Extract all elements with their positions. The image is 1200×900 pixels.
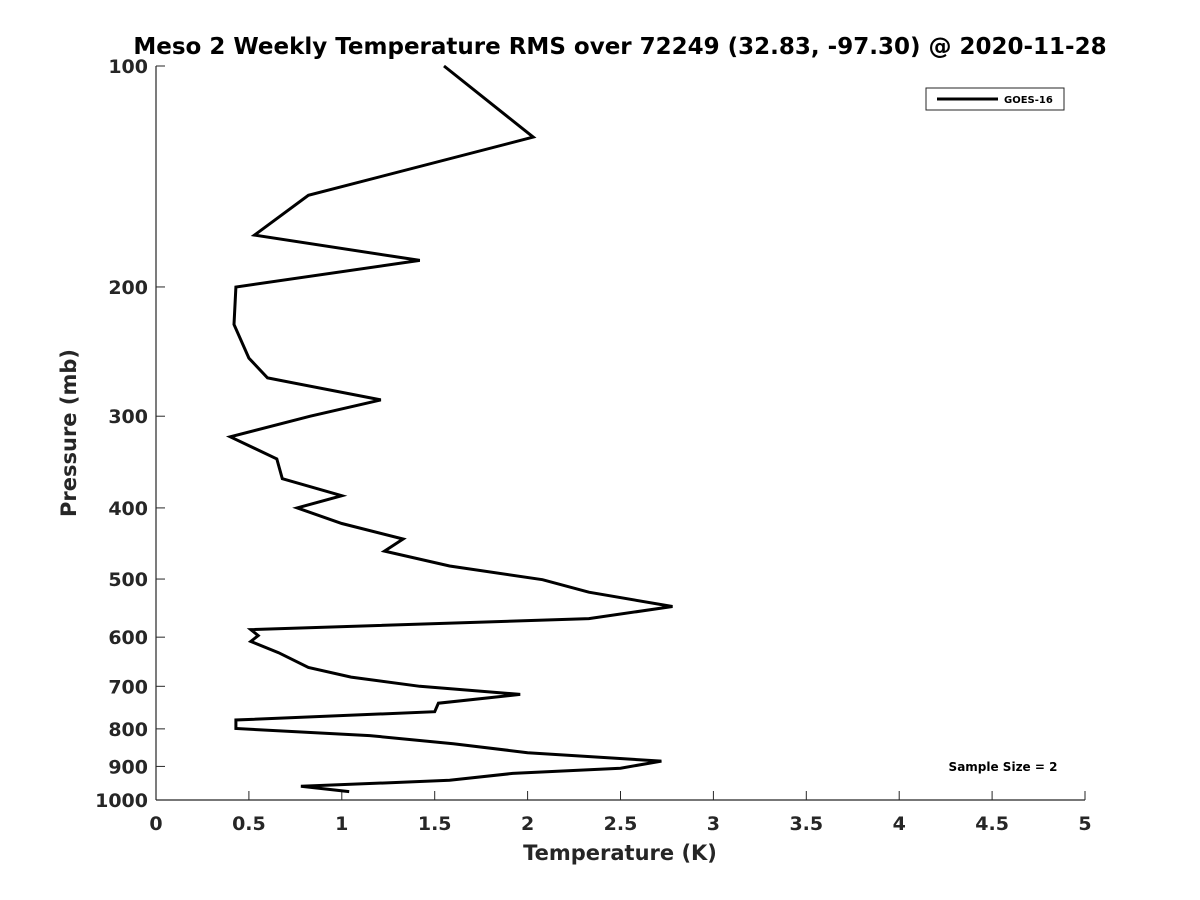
- x-tick-label: 4.5: [975, 813, 1009, 835]
- series-layer: [225, 64, 673, 794]
- x-tick-label: 2.5: [604, 813, 638, 835]
- x-tick-label: 1.5: [418, 813, 452, 835]
- y-tick-label: 700: [108, 676, 148, 698]
- legend-label: GOES-16: [1004, 95, 1053, 106]
- y-tick-label: 200: [108, 277, 148, 299]
- y-axis-label: Pressure (mb): [57, 349, 81, 517]
- y-tick-label: 800: [108, 719, 148, 741]
- x-tick-label: 0: [149, 813, 162, 835]
- chart-title: Meso 2 Weekly Temperature RMS over 72249…: [133, 34, 1106, 60]
- x-tick-label: 0.5: [232, 813, 266, 835]
- y-tick-label: 1000: [95, 790, 148, 812]
- x-tick-label: 1: [335, 813, 348, 835]
- x-tick-label: 4: [893, 813, 906, 835]
- x-axis-label: Temperature (K): [523, 841, 717, 865]
- y-tick-label: 400: [108, 498, 148, 520]
- legend: GOES-16: [925, 87, 1065, 111]
- y-tick-label: 600: [108, 627, 148, 649]
- x-tick-label: 3.5: [789, 813, 823, 835]
- series-line-goes-16: [225, 64, 673, 794]
- sample-size-note: Sample Size = 2: [949, 760, 1058, 774]
- x-tick-label: 5: [1078, 813, 1091, 835]
- y-tick-label: 100: [108, 56, 148, 78]
- y-tick-label: 900: [108, 756, 148, 778]
- y-axis-ticks: 100 200 300 400 500 600 700 800 900 1000: [95, 56, 165, 812]
- x-tick-label: 3: [707, 813, 720, 835]
- x-tick-label: 2: [521, 813, 534, 835]
- y-tick-label: 300: [108, 406, 148, 428]
- y-tick-label: 500: [108, 569, 148, 591]
- x-axis-ticks: 0 0.5 1 1.5 2 2.5 3 3.5 4 4.5 5: [149, 791, 1092, 835]
